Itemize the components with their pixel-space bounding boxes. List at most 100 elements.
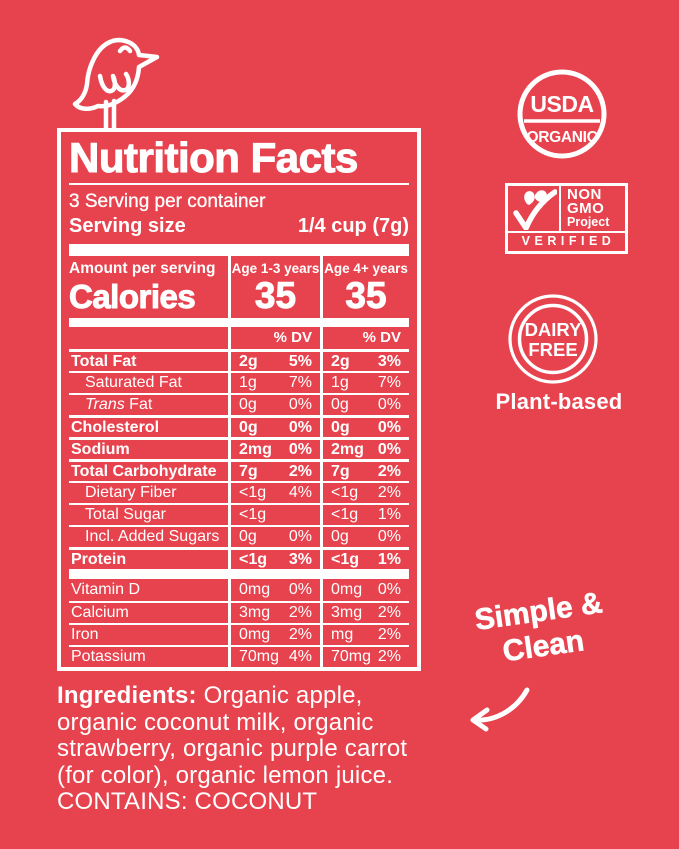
nutrient-row: Total Fat 2g 5% 2g 3% <box>69 349 409 371</box>
free-text: FREE <box>528 339 577 360</box>
calories-label: Calories <box>69 278 197 316</box>
nutrient-row: Dietary Fiber <1g 4% <1g 2% <box>69 481 409 503</box>
bird-wing <box>97 71 132 94</box>
col1-daily-value: 3% <box>288 550 312 568</box>
ingredients-line: strawberry, organic purple carrot <box>57 735 408 762</box>
col2-value-cell: 3mg 2% <box>320 603 409 623</box>
col2-daily-value: 0% <box>377 581 401 598</box>
dairy-free-outer-ring <box>508 294 598 384</box>
dv-header-spacer <box>69 327 228 349</box>
col1-value-cell: 0g 0% <box>228 395 320 415</box>
nutrition-facts-panel: Nutrition Facts 3 Serving per container … <box>57 128 421 671</box>
col1-amount: 0mg <box>239 581 271 598</box>
col2-amount: 2g <box>331 352 350 370</box>
col2-value-cell: 0g 0% <box>320 395 409 415</box>
col2-daily-value: 0% <box>377 440 401 458</box>
servings-per-container: 3 Serving per container <box>69 191 266 212</box>
dv-header-col2: % DV <box>320 327 409 349</box>
col2-daily-value: 0% <box>377 528 401 545</box>
col2-daily-value: 0% <box>377 396 401 413</box>
mineral-row: Iron 0mg 2% mg 2% <box>69 623 409 645</box>
col2-value-cell: <1g 1% <box>320 505 409 525</box>
nutrient-label: Total Carbohydrate <box>71 462 217 480</box>
col2-amount: 0g <box>331 396 349 413</box>
col2-amount: 2mg <box>331 440 364 458</box>
col1-value-cell: 2g 5% <box>228 352 320 371</box>
organic-text: ORGANIC <box>526 129 597 146</box>
calories-label-cell: Amount per serving Calories <box>69 256 228 318</box>
nutrient-row: Trans Fat 0g 0% 0g 0% <box>69 393 409 415</box>
col2-daily-value: 0% <box>377 418 401 436</box>
nutrient-label: Total Sugar <box>85 506 166 523</box>
nutrient-row: Saturated Fat 1g 7% 1g 7% <box>69 371 409 393</box>
separator-bar <box>69 244 409 256</box>
col1-daily-value: 0% <box>288 418 312 436</box>
nutrient-label: Protein <box>71 550 127 568</box>
col1-daily-value: 0% <box>288 581 312 598</box>
nutrient-row: Protein <1g 3% <1g 1% <box>69 547 409 569</box>
col1-daily-value: 7% <box>288 374 312 391</box>
col1-value-cell: 3mg 2% <box>228 603 320 623</box>
nutrient-row: Total Carbohydrate 7g 2% 7g 2% <box>69 459 409 481</box>
nutrient-row: Cholesterol 0g 0% 0g 0% <box>69 415 409 437</box>
col1-value-cell: <1g <box>228 505 320 525</box>
col1-value-cell: <1g 4% <box>228 483 320 503</box>
separator-bar <box>69 569 409 579</box>
col1-amount: 7g <box>239 462 258 480</box>
non-gmo-verified-badge: NON GMO Project VERIFIED <box>505 183 628 254</box>
bird-legs <box>103 98 117 128</box>
col2-value-cell: 1g 7% <box>320 373 409 393</box>
nutrient-label: Total Fat <box>71 352 137 370</box>
age-1-3-column: Age 1-3 years 35 <box>228 256 320 318</box>
col2-value-cell: 0mg 0% <box>320 579 409 601</box>
ingredients-line: Ingredients: Organic apple, <box>57 682 472 710</box>
col1-amount: 2mg <box>239 440 272 458</box>
col1-amount: 0g <box>239 396 257 413</box>
col2-daily-value: 2% <box>377 648 401 665</box>
dairy-free-inner-ring <box>517 303 589 375</box>
col2-value-cell: 2mg 0% <box>320 440 409 459</box>
col2-daily-value: 3% <box>377 352 401 370</box>
col1-amount: 1g <box>239 374 257 391</box>
nutrient-label: Vitamin D <box>71 581 141 598</box>
col2-value-cell: 0g 0% <box>320 527 409 547</box>
verified-text: VERIFIED <box>508 231 625 250</box>
col2-amount: 0g <box>331 528 349 545</box>
ingredients-line: (for color), organic lemon juice. <box>57 761 394 789</box>
col2-value-cell: 7g 2% <box>320 462 409 481</box>
bird-eye <box>117 45 133 54</box>
nutrient-label: Dietary Fiber <box>85 484 177 501</box>
col2-amount: 0mg <box>331 581 363 598</box>
ingredients-text: Ingredients: Organic apple, organic coco… <box>57 682 472 816</box>
serving-size-label: Serving size <box>69 215 186 237</box>
non-gmo-top-section: NON GMO Project <box>508 186 625 231</box>
col1-value-cell: 2mg 0% <box>228 440 320 459</box>
simple-clean-note: Simple & Clean <box>462 584 620 674</box>
col2-value-cell: <1g 1% <box>320 550 409 569</box>
col1-value-cell: 0mg 2% <box>228 625 320 645</box>
col2-daily-value: 2% <box>377 626 401 643</box>
nutrient-label: Trans Fat <box>85 396 153 413</box>
col2-value-cell: 0g 0% <box>320 418 409 437</box>
mineral-row: Vitamin D 0mg 0% 0mg 0% <box>69 579 409 601</box>
col2-value-cell: mg 2% <box>320 625 409 645</box>
col2-amount: <1g <box>331 550 360 568</box>
col2-amount: mg <box>331 626 354 643</box>
non-gmo-line3: Project <box>567 215 610 229</box>
non-gmo-line2: GMO <box>567 200 605 217</box>
non-gmo-line1: NON <box>567 186 602 203</box>
nutrient-rows: Total Fat 2g 5% 2g 3% Saturated Fat 1g 7% 1g 7% Tr… <box>69 349 409 569</box>
col1-value-cell: 70mg 4% <box>228 647 320 667</box>
usda-badge-ring <box>517 69 607 159</box>
col1-daily-value: 4% <box>288 648 312 665</box>
col2-daily-value: 1% <box>377 550 401 568</box>
amount-per-serving-label: Amount per serving <box>69 260 216 277</box>
ingredients-label: Ingredients: <box>57 682 197 709</box>
nutrient-row: Incl. Added Sugars 0g 0% 0g 0% <box>69 525 409 547</box>
calories-section: Amount per serving Calories Age 1-3 year… <box>69 256 409 318</box>
col2-amount: 3mg <box>331 604 363 621</box>
dv-header-row: % DV % DV <box>69 327 409 349</box>
nutrient-label: Iron <box>71 626 99 643</box>
age-1-3-header: Age 1-3 years <box>231 260 320 276</box>
